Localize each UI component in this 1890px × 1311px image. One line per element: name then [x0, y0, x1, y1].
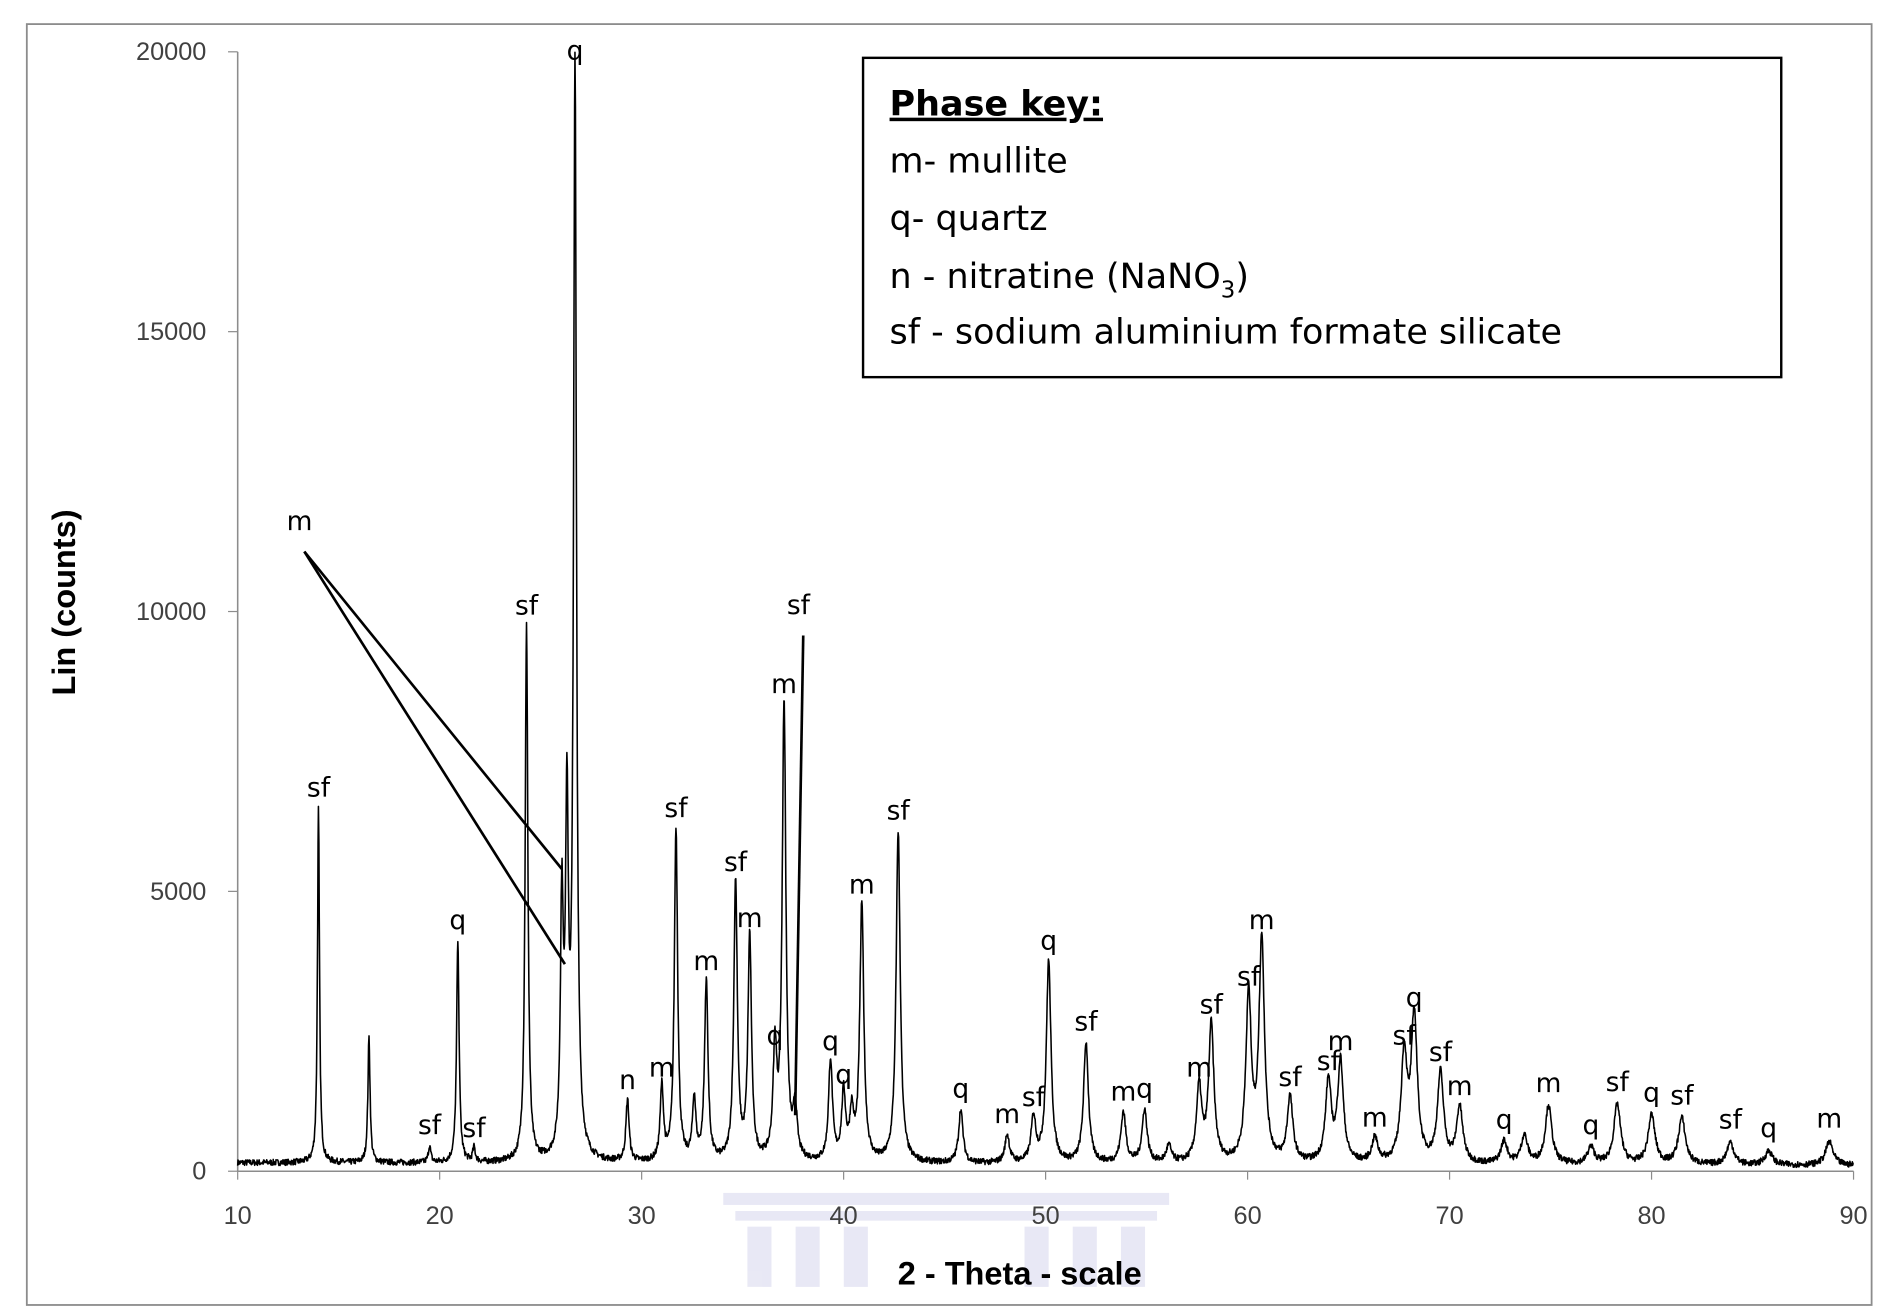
leader-label-m: m — [287, 506, 313, 537]
peak-label-m: m — [1816, 1103, 1842, 1134]
x-tick-label: 90 — [1839, 1202, 1867, 1230]
legend-subscript: 3 — [1221, 278, 1236, 304]
peak-label-sf: sf — [515, 591, 539, 622]
peak-label-sf: sf — [307, 772, 331, 803]
peak-label-sf: sf — [1317, 1046, 1341, 1077]
peak-label-q: q — [835, 1060, 852, 1091]
x-tick-label: 30 — [628, 1202, 656, 1230]
legend-entry-nitratine: n - nitratine (NaNO3) — [890, 257, 1249, 304]
legend-entry-quartz: q- quartz — [890, 199, 1048, 239]
peak-label-q: q — [449, 905, 466, 936]
peak-label-sf: sf — [1074, 1006, 1098, 1037]
peak-label-q: q — [1406, 982, 1423, 1013]
peak-label-q: q — [952, 1074, 969, 1105]
legend-entry-formate-silicate: sf - sodium aluminium formate silicate — [890, 312, 1563, 352]
x-tick-label: 20 — [426, 1202, 454, 1230]
y-tick-label: 5000 — [150, 878, 206, 906]
x-tick-label: 70 — [1436, 1202, 1464, 1230]
y-axis-title: Lin (counts) — [46, 509, 82, 695]
peak-label-q: q — [1760, 1113, 1777, 1144]
peak-label-q: q — [1496, 1104, 1513, 1135]
diffraction-pattern-line — [236, 51, 1854, 1169]
y-tick-label: 10000 — [136, 598, 206, 626]
peak-label-q: q — [567, 35, 584, 66]
x-axis-title: 2 - Theta - scale — [898, 1255, 1142, 1291]
peak-label-sf: sf — [664, 793, 688, 824]
peak-label-sf: sf — [1719, 1104, 1743, 1135]
legend-entry-mullite: m- mullite — [890, 141, 1068, 181]
peak-label-m: m — [737, 903, 763, 934]
peak-label-sf: sf — [887, 795, 911, 826]
peak-label-m: m — [649, 1052, 675, 1083]
peak-label-m: m — [771, 669, 797, 700]
legend-close-paren: ) — [1235, 257, 1249, 297]
peak-label-q: q — [767, 1020, 784, 1051]
legend-title: Phase key: — [890, 85, 1103, 125]
axes: 0 5000 10000 15000 20000 10 20 30 40 50 60 70 80 90 — [136, 38, 1868, 1230]
x-tick-label: 10 — [224, 1202, 252, 1230]
peak-label-q: q — [822, 1026, 839, 1057]
peak-label-q: q — [1583, 1110, 1600, 1141]
legend-box — [861, 56, 1783, 379]
peak-label-n: n — [619, 1065, 636, 1096]
peak-label-sf: sf — [1393, 1020, 1417, 1051]
x-tick-label: 50 — [1032, 1202, 1060, 1230]
peak-label-m: m — [1536, 1068, 1562, 1099]
peak-label-sf: sf — [1278, 1062, 1302, 1093]
y-tick-label: 0 — [192, 1158, 206, 1186]
peak-label-q: q — [1643, 1078, 1660, 1109]
y-tick-label: 15000 — [136, 318, 206, 346]
peak-label-m: m — [1447, 1071, 1473, 1102]
chart-frame — [25, 23, 1873, 1306]
peak-label-sf: sf — [1429, 1037, 1453, 1068]
peak-label-m: m — [849, 869, 875, 900]
watermark-logo — [723, 1192, 1170, 1287]
peak-label-sf: sf — [418, 1110, 442, 1141]
peak-label-m: m — [1186, 1052, 1212, 1083]
peak-label-m: m — [1249, 905, 1275, 936]
peak-label-m: m — [1362, 1103, 1388, 1134]
x-tick-label: 60 — [1234, 1202, 1262, 1230]
legend-entry-nitratine-text: n - nitratine (NaNO — [890, 257, 1221, 297]
peak-label-q: q — [1136, 1074, 1153, 1105]
leader-line — [793, 635, 805, 1116]
x-tick-label: 40 — [830, 1202, 858, 1230]
y-tick-label: 20000 — [136, 38, 206, 66]
peak-label-sf: sf — [1237, 962, 1261, 993]
peak-label-sf: sf — [1200, 990, 1224, 1021]
leader-line — [303, 550, 567, 965]
peak-label-q: q — [1040, 925, 1057, 956]
x-tick-label: 80 — [1637, 1202, 1665, 1230]
peak-label-m: m — [1328, 1026, 1354, 1057]
peak-label-sf: sf — [1022, 1082, 1046, 1113]
peak-label-sf: sf — [1606, 1067, 1630, 1098]
leader-line — [303, 550, 563, 870]
peak-label-sf: sf — [724, 847, 748, 878]
peak-label-sf: sf — [1670, 1080, 1694, 1111]
legend: Phase key: m- mullite q- quartz n - nitr… — [861, 56, 1783, 379]
leader-label-sf: sf — [787, 590, 811, 621]
peak-label-sf: sf — [462, 1113, 486, 1144]
peak-label-m: m — [1110, 1076, 1136, 1107]
peak-label-m: m — [693, 946, 719, 977]
peak-label-m: m — [994, 1099, 1020, 1130]
